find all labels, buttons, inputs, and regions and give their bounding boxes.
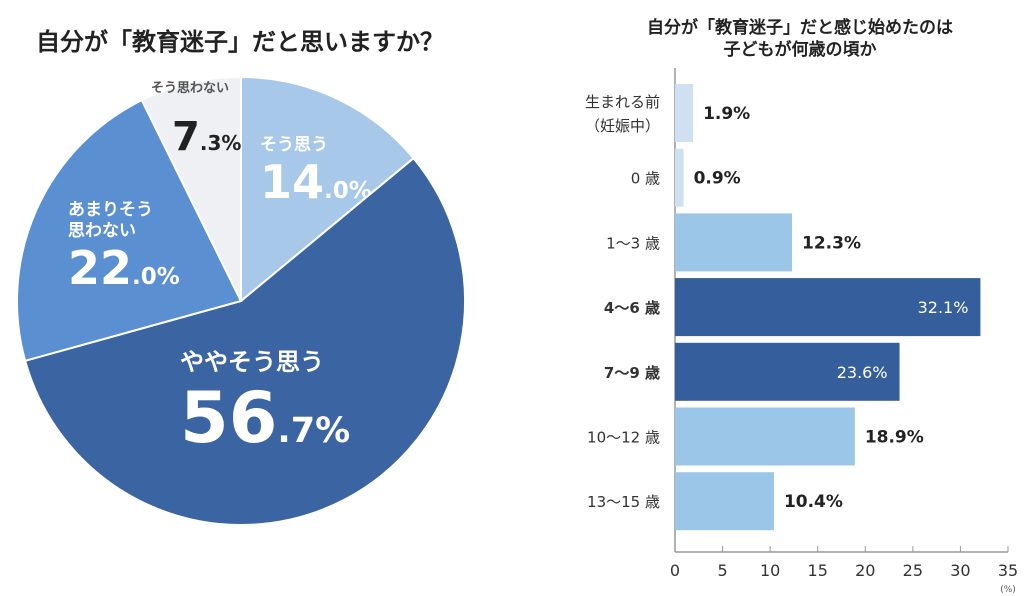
pie-title: 自分が「教育迷子」だと思いますか？ bbox=[36, 28, 444, 56]
x-tick-label: 30 bbox=[950, 561, 970, 580]
pie-value-label: 56.7% bbox=[180, 377, 350, 459]
pie-category-label: そう思わない bbox=[151, 81, 229, 96]
pie-slice bbox=[240, 75, 416, 304]
pie-value-label: 7.3% bbox=[172, 114, 241, 160]
bar-category-label: 4〜6 歳 bbox=[604, 299, 660, 317]
bar-value-label: 1.9% bbox=[703, 104, 750, 124]
bar bbox=[675, 278, 981, 337]
bar-value-label: 12.3% bbox=[802, 233, 861, 253]
x-tick-label: 35 bbox=[998, 561, 1018, 580]
bar-category-label: 7〜9 歳 bbox=[604, 364, 660, 382]
pie-slice bbox=[16, 98, 243, 363]
bar-value-label: 23.6% bbox=[837, 363, 888, 382]
bar bbox=[675, 84, 694, 142]
bar-value-label: 0.9% bbox=[694, 169, 741, 189]
bar bbox=[675, 407, 855, 466]
bar-category-label: 1〜3 歳 bbox=[606, 234, 660, 252]
bar-category-label: 10〜12 歳 bbox=[587, 429, 660, 447]
x-unit-label: (%) bbox=[1000, 585, 1016, 595]
bar-value-label: 18.9% bbox=[865, 428, 924, 448]
bar-title: 子どもが何歳の頃か bbox=[724, 39, 877, 60]
bar bbox=[675, 342, 900, 401]
pie-slice-label: そう思わない 7.3% bbox=[151, 81, 241, 160]
pie-slice bbox=[140, 75, 242, 302]
x-tick-label: 15 bbox=[808, 561, 828, 580]
bar bbox=[675, 213, 793, 272]
bar-category-label: 0 歳 bbox=[631, 170, 660, 188]
pie-category-label: そう思う bbox=[260, 135, 328, 155]
bar-category-label: 生まれる前 bbox=[585, 93, 660, 111]
pie-slice bbox=[23, 156, 466, 526]
x-tick-label: 25 bbox=[903, 561, 923, 580]
bar bbox=[675, 472, 774, 531]
x-tick-label: 10 bbox=[760, 561, 780, 580]
pie-category-label: ややそう思う bbox=[180, 348, 324, 376]
bar-category-label: （妊娠中） bbox=[585, 117, 660, 135]
x-tick-label: 20 bbox=[855, 561, 875, 580]
bar-category-label: 13〜15 歳 bbox=[587, 493, 660, 511]
bar bbox=[675, 148, 684, 207]
bar-value-label: 10.4% bbox=[784, 492, 843, 512]
pie-category-label: 思わない bbox=[68, 221, 136, 241]
x-tick-label: 0 bbox=[670, 561, 680, 580]
pie-category-label: あまりそう bbox=[68, 200, 153, 220]
bar-value-label: 32.1% bbox=[918, 298, 969, 317]
pie-value-label: 22.0% bbox=[68, 241, 180, 295]
x-tick-label: 5 bbox=[717, 561, 727, 580]
bar-title: 自分が「教育迷子」だと感じ始めたのは bbox=[647, 17, 953, 38]
